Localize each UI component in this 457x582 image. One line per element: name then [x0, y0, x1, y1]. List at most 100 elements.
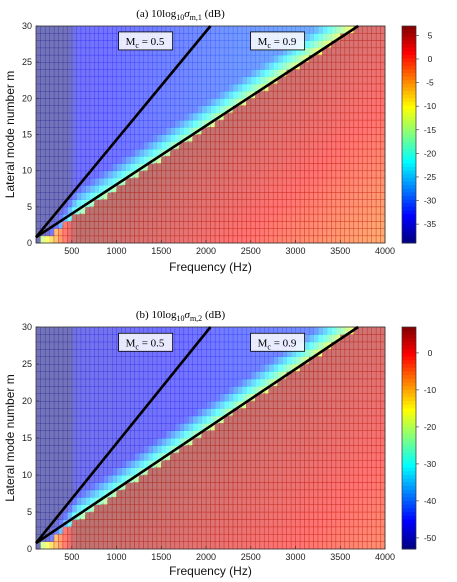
heatmap-cell — [358, 228, 364, 237]
heatmap-cell — [295, 386, 301, 394]
heatmap-cell — [147, 83, 153, 92]
heatmap-cell — [282, 504, 287, 513]
heatmap-cell — [116, 489, 122, 498]
heatmap-cell — [80, 134, 86, 143]
heatmap-cell — [76, 76, 82, 85]
heatmap-cell — [201, 148, 207, 157]
heatmap-cell — [358, 214, 364, 222]
colorbar-step — [402, 40, 416, 45]
heatmap-cell — [371, 378, 377, 387]
heatmap-cell — [237, 206, 243, 215]
heatmap-cell — [201, 98, 207, 106]
heatmap-cell — [264, 423, 270, 431]
heatmap-cell — [246, 356, 252, 365]
heatmap-cell — [116, 378, 122, 387]
heatmap-cell — [362, 120, 368, 128]
heatmap-cell — [362, 489, 368, 498]
heatmap-cell — [371, 148, 377, 157]
heatmap-cell — [94, 526, 100, 535]
heatmap-cell — [232, 221, 238, 229]
heatmap-cell — [241, 423, 247, 431]
heatmap-cell — [206, 401, 211, 409]
heatmap-cell — [165, 221, 171, 229]
heatmap-cell — [273, 170, 279, 179]
heatmap-cell — [201, 185, 207, 193]
heatmap-cell — [94, 460, 100, 468]
heatmap-cell — [40, 83, 46, 92]
heatmap-cell — [210, 192, 216, 200]
heatmap-cell — [49, 475, 55, 483]
heatmap-cell — [44, 206, 50, 215]
heatmap-cell — [282, 134, 287, 143]
heatmap-cell — [353, 423, 359, 431]
heatmap-cell — [380, 541, 386, 550]
heatmap-cell — [116, 408, 122, 417]
heatmap-cell — [308, 156, 314, 164]
heatmap-cell — [174, 221, 180, 229]
heatmap-cell — [121, 534, 126, 542]
heatmap-cell — [246, 526, 252, 535]
heatmap-cell — [121, 148, 126, 157]
heatmap-cell — [277, 62, 283, 70]
heatmap-cell — [89, 62, 95, 70]
heatmap-cell — [250, 445, 256, 454]
heatmap-cell — [214, 401, 220, 409]
heatmap-cell — [237, 504, 243, 513]
heatmap-cell — [125, 526, 131, 535]
heatmap-cell — [349, 134, 355, 143]
heatmap-cell — [89, 105, 95, 114]
heatmap-cell — [331, 541, 337, 550]
heatmap-cell — [241, 83, 247, 92]
heatmap-cell — [112, 120, 117, 128]
heatmap-cell — [49, 120, 55, 128]
heatmap-cell — [295, 438, 301, 446]
heatmap-cell — [237, 408, 243, 417]
heatmap-cell — [147, 512, 153, 520]
heatmap-cell — [273, 120, 279, 128]
heatmap-cell — [152, 378, 158, 387]
heatmap-cell — [304, 467, 310, 476]
heatmap-cell — [188, 91, 193, 99]
heatmap-cell — [255, 112, 261, 121]
heatmap-cell — [295, 105, 301, 114]
heatmap-cell — [344, 228, 350, 237]
heatmap-cell — [71, 460, 77, 468]
heatmap-cell — [36, 475, 41, 483]
heatmap-cell — [223, 489, 229, 498]
heatmap-cell — [362, 47, 368, 56]
heatmap-cell — [152, 192, 158, 200]
heatmap-cell — [103, 541, 108, 550]
heatmap-cell — [58, 40, 64, 49]
heatmap-cell — [76, 199, 82, 208]
heatmap-cell — [76, 482, 82, 491]
heatmap-cell — [161, 54, 167, 63]
heatmap-cell — [85, 235, 91, 244]
heatmap-cell — [125, 69, 131, 78]
heatmap-cell — [143, 199, 149, 208]
heatmap-cell — [40, 91, 46, 99]
heatmap-cell — [143, 423, 149, 431]
heatmap-cell — [362, 199, 368, 208]
heatmap-cell — [349, 47, 355, 56]
heatmap-cell — [188, 33, 193, 41]
heatmap-cell — [98, 415, 104, 424]
heatmap-cell — [237, 134, 243, 143]
heatmap-cell — [179, 76, 185, 85]
heatmap-cell — [331, 134, 337, 143]
heatmap-cell — [214, 519, 220, 528]
heatmap-cell — [197, 482, 202, 491]
heatmap-cell — [170, 386, 176, 394]
colorbar-step — [402, 224, 416, 230]
heatmap-cell — [152, 408, 158, 417]
heatmap-cell — [156, 91, 162, 99]
heatmap-cell — [282, 98, 287, 106]
heatmap-cell — [367, 356, 372, 365]
heatmap-cell — [255, 141, 261, 150]
heatmap-cell — [335, 327, 341, 335]
heatmap-cell — [107, 206, 113, 215]
heatmap-cell — [277, 452, 283, 461]
heatmap-cell — [210, 83, 216, 92]
heatmap-cell — [161, 69, 167, 78]
heatmap-cell — [112, 156, 117, 164]
heatmap-cell — [308, 541, 314, 550]
